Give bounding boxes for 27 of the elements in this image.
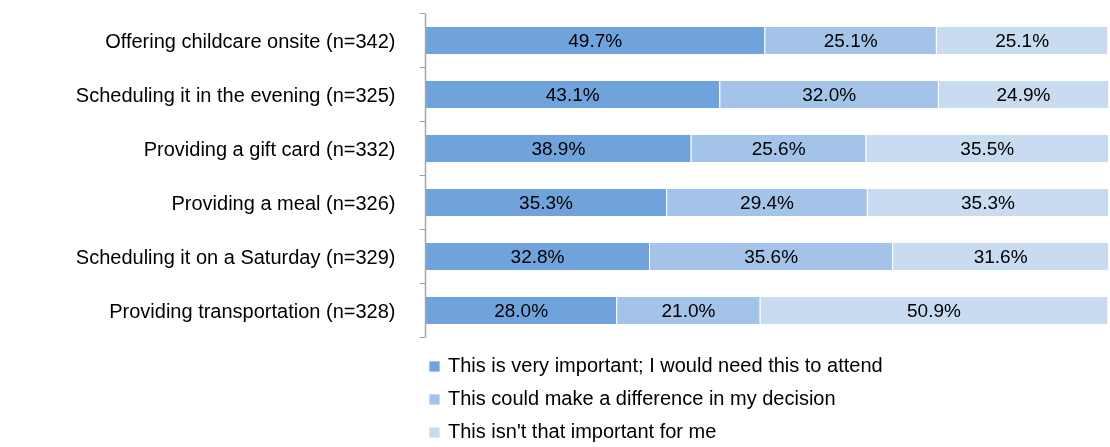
data-label: 25.1% [995,30,1050,51]
data-label: 28.0% [494,300,549,321]
y-tick-label: Scheduling it on a Saturday (n=329) [75,245,396,268]
legend-label: This is very important; I would need this to attend [448,354,883,377]
data-label: 31.6% [973,246,1028,267]
data-label: 25.1% [823,30,878,51]
y-tick-label: Providing transportation (n=328) [109,299,396,322]
data-label: 50.9% [907,300,962,321]
legend-label: This isn't that important for me [448,420,717,443]
data-label: 38.9% [531,138,586,159]
data-label: 35.3% [519,192,574,213]
y-tick-label: Scheduling it in the evening (n=325) [75,83,396,106]
data-label: 35.5% [960,138,1015,159]
data-label: 35.6% [744,246,799,267]
data-label: 25.6% [751,138,806,159]
data-label: 32.8% [510,246,565,267]
data-label: 49.7% [568,30,623,51]
data-label: 35.3% [961,192,1015,213]
data-label: 24.9% [996,84,1051,105]
legend-label: This could make a difference in my decision [448,387,836,410]
y-tick-label: Providing a meal (n=326) [171,191,396,214]
y-tick-label: Providing a gift card (n=332) [143,137,396,160]
data-label: 43.1% [545,84,600,105]
y-tick-label: Offering childcare onsite (n=342) [105,29,396,52]
data-label: 21.0% [661,300,716,321]
data-label: 32.0% [802,84,857,105]
data-label: 29.4% [740,192,795,213]
